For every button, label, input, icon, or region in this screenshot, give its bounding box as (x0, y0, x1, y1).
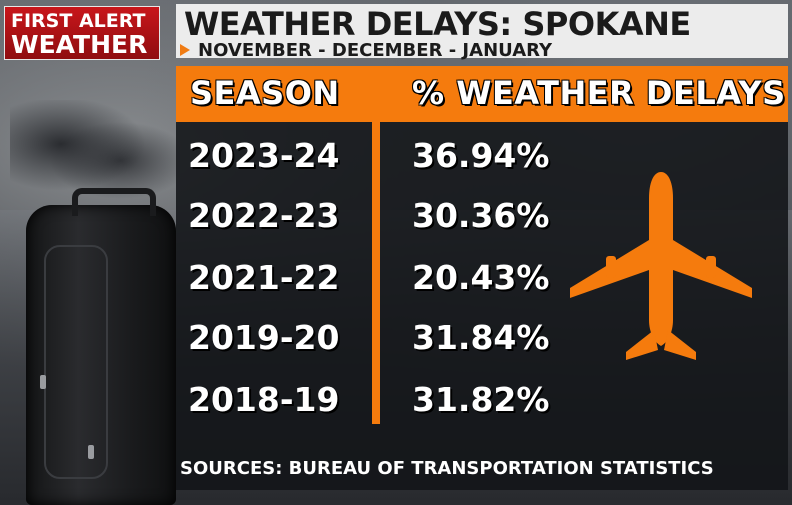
row-pct: 30.36% (412, 196, 550, 235)
row-pct: 31.84% (412, 318, 550, 357)
table-header: SEASON % WEATHER DELAYS (176, 66, 788, 122)
logo-line1: FIRST ALERT (11, 10, 146, 32)
suitcase-handle (72, 188, 156, 216)
suitcase-panel (44, 245, 108, 479)
play-icon (180, 44, 190, 56)
page-title: WEATHER DELAYS: SPOKANE (184, 5, 691, 43)
source-credit: SOURCES: BUREAU OF TRANSPORTATION STATIS… (180, 458, 714, 479)
row-season: 2021-22 (188, 258, 340, 297)
row-season: 2019-20 (188, 318, 340, 357)
airplane-icon (570, 172, 752, 360)
suitcase-image (26, 205, 176, 505)
row-season: 2022-23 (188, 196, 340, 235)
first-alert-weather-logo: FIRST ALERT WEATHER (4, 6, 160, 60)
suitcase-zipper (88, 445, 94, 459)
suitcase-zipper (40, 375, 46, 389)
logo-line2: WEATHER (11, 30, 148, 59)
title-banner: WEATHER DELAYS: SPOKANE NOVEMBER - DECEM… (176, 4, 788, 61)
row-pct: 31.82% (412, 380, 550, 419)
row-pct: 36.94% (412, 136, 550, 175)
header-weather-delays: % WEATHER DELAYS (412, 74, 786, 112)
delays-table: SEASON % WEATHER DELAYS 2023-24 36.94% 2… (176, 66, 788, 490)
page-subtitle: NOVEMBER - DECEMBER - JANUARY (198, 40, 553, 61)
row-season: 2023-24 (188, 136, 340, 175)
column-divider (372, 122, 380, 424)
header-season: SEASON (190, 74, 340, 112)
row-pct: 20.43% (412, 258, 550, 297)
row-season: 2018-19 (188, 380, 340, 419)
